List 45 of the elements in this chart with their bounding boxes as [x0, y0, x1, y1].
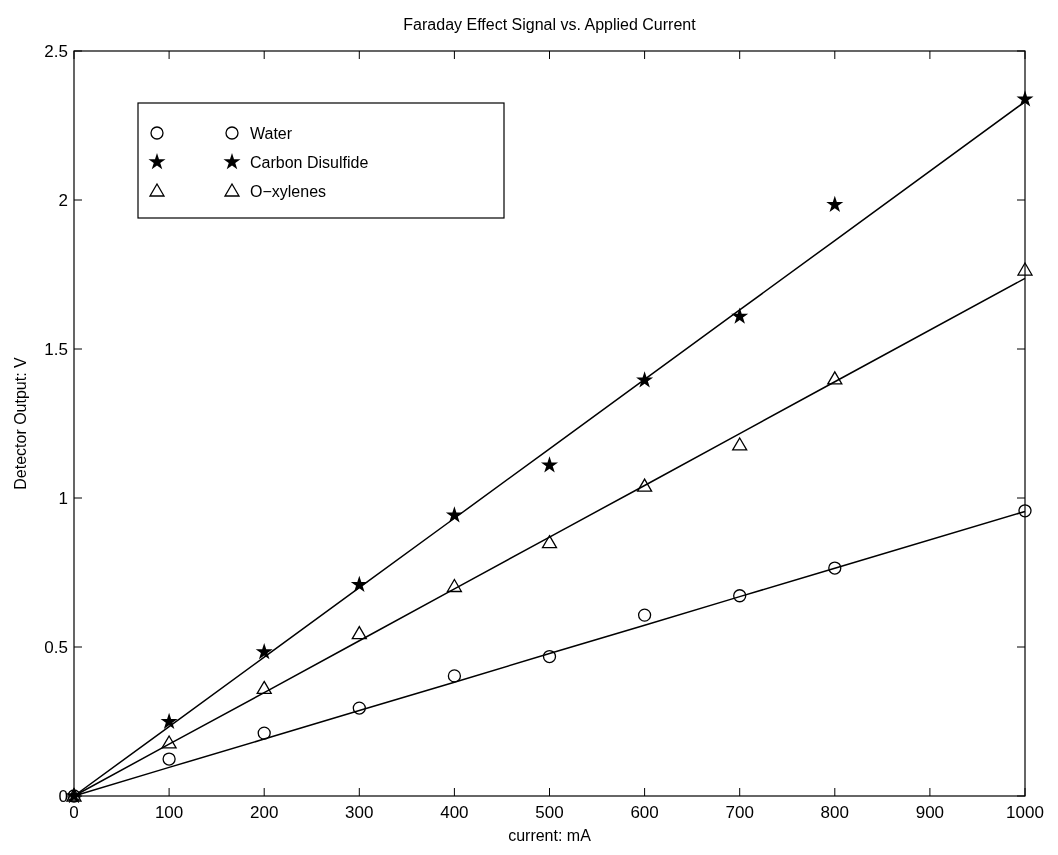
chart-title: Faraday Effect Signal vs. Applied Current: [403, 16, 697, 33]
legend-label: Water: [250, 124, 293, 142]
y-axis-title: Detector Output: V: [12, 356, 29, 490]
point: [162, 752, 176, 766]
point: [351, 625, 367, 640]
x-tick-label: 100: [154, 803, 184, 822]
x-tick-label: 900: [915, 803, 945, 822]
point: [447, 669, 462, 683]
point: [732, 437, 748, 451]
x-tick-label: 600: [630, 803, 659, 822]
point: [637, 608, 652, 622]
point: [446, 578, 463, 593]
x-tick-label: 1000: [1006, 803, 1044, 822]
point: [256, 680, 272, 695]
y-tick-label: 1.5: [44, 339, 68, 359]
y-tick-label: 2.5: [44, 41, 68, 61]
legend-label: O−xylenes: [250, 182, 327, 200]
x-tick-label: 800: [820, 803, 849, 822]
x-tick-label: 300: [345, 803, 374, 822]
y-tick-label: 1: [58, 488, 68, 508]
x-axis-title: current: mA: [508, 827, 592, 844]
point: [733, 589, 747, 603]
point: [827, 371, 843, 385]
point: [636, 478, 653, 492]
x-tick-label: 500: [535, 803, 564, 822]
point: [1017, 262, 1033, 276]
x-tick-label: 200: [250, 803, 279, 822]
point: [161, 735, 177, 749]
point: [826, 195, 844, 213]
y-tick-label: 2: [58, 190, 68, 210]
point: [542, 649, 557, 664]
x-tick-label: 700: [725, 803, 754, 822]
point: [257, 726, 271, 740]
point: [352, 701, 366, 715]
y-tick-label: 0.5: [44, 637, 68, 657]
point: [541, 535, 558, 549]
point: [160, 712, 178, 730]
y-tick-label: 0: [58, 786, 68, 806]
point: [540, 456, 559, 473]
point: [828, 561, 842, 575]
x-tick-label: 400: [440, 803, 469, 822]
legend-label: Carbon Disulfide: [250, 153, 369, 171]
point: [255, 643, 273, 660]
point: [731, 307, 749, 324]
point: [1018, 504, 1032, 518]
